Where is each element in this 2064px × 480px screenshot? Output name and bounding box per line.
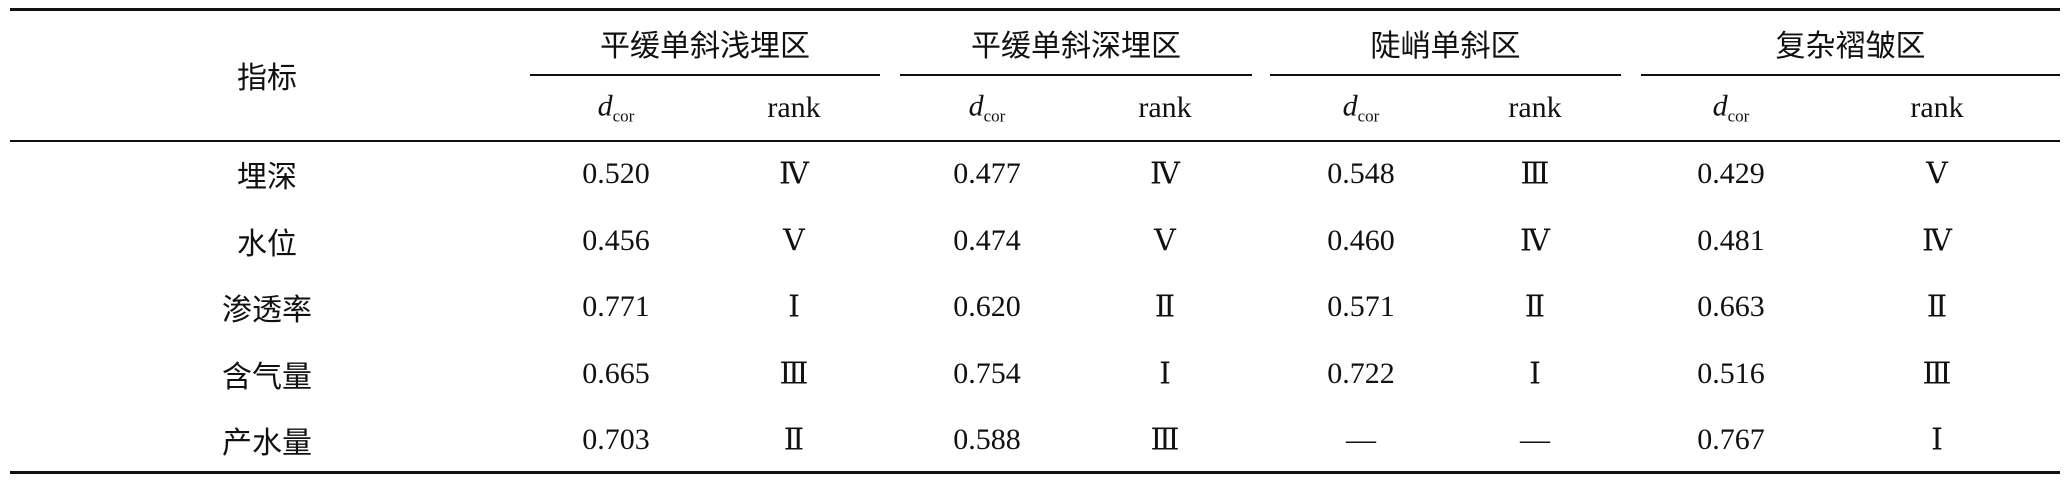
cell: Ⅰ — [788, 290, 800, 324]
symbol: d — [597, 89, 613, 123]
cell: 0.663 — [1697, 290, 1765, 323]
column-header: dcor — [1713, 90, 1750, 127]
column-header: dcor — [969, 90, 1006, 127]
cell: 0.771 — [582, 290, 650, 323]
cell: Ⅳ — [1150, 157, 1180, 191]
cell: Ⅲ — [1520, 157, 1550, 191]
cell: Ⅰ — [1159, 357, 1171, 391]
subscript: cor — [983, 106, 1006, 126]
row-label: 渗透率 — [222, 294, 312, 327]
row-label: 产水量 — [222, 427, 312, 460]
cell: Ⅰ — [1529, 357, 1541, 391]
cell: Ⅱ — [1926, 290, 1948, 324]
rule — [10, 471, 2060, 474]
cell: — — [1520, 423, 1550, 456]
cell: 0.474 — [953, 224, 1021, 257]
cell: 0.481 — [1697, 224, 1765, 257]
rule — [530, 74, 880, 76]
symbol: d — [1342, 89, 1358, 123]
cell: 0.588 — [953, 423, 1021, 456]
cell: Ⅰ — [1931, 423, 1943, 457]
subscript: cor — [1357, 106, 1380, 126]
cell: Ⅱ — [1154, 290, 1176, 324]
cell: Ⅲ — [1922, 357, 1952, 391]
column-header: dcor — [598, 90, 635, 127]
cell: Ⅳ — [1520, 224, 1550, 258]
column-header: rank — [1508, 91, 1562, 124]
cell: 0.754 — [953, 357, 1021, 390]
rule — [1641, 74, 2060, 76]
group-header: 平缓单斜深埋区 — [971, 30, 1181, 63]
cell: Ⅳ — [779, 157, 809, 191]
rule — [1270, 74, 1621, 76]
group-header: 复杂褶皱区 — [1775, 30, 1926, 63]
subscript: cor — [1727, 106, 1750, 126]
cell: 0.571 — [1327, 290, 1395, 323]
row-label: 含气量 — [222, 361, 312, 394]
rule — [10, 8, 2060, 11]
cell: Ⅴ — [1926, 157, 1948, 191]
cell: Ⅴ — [1154, 224, 1176, 258]
column-header: dcor — [1343, 90, 1380, 127]
cell: Ⅲ — [1150, 423, 1180, 457]
rule — [10, 140, 2060, 142]
header-label: 指标 — [237, 62, 297, 95]
row-label: 水位 — [237, 228, 297, 261]
cell: Ⅱ — [1524, 290, 1546, 324]
cell: 0.429 — [1697, 157, 1765, 190]
cell: 0.665 — [582, 357, 650, 390]
cell: 0.548 — [1327, 157, 1395, 190]
column-header: rank — [1138, 91, 1192, 124]
cell: — — [1346, 423, 1376, 456]
row-label: 埋深 — [237, 161, 297, 194]
symbol: d — [968, 89, 984, 123]
group-header: 平缓单斜浅埋区 — [600, 30, 810, 63]
group-header: 陡峭单斜区 — [1370, 30, 1521, 63]
cell: Ⅲ — [779, 357, 809, 391]
cell: 0.520 — [582, 157, 650, 190]
column-header: rank — [767, 91, 821, 124]
rule — [900, 74, 1252, 76]
cell: 0.722 — [1327, 357, 1395, 390]
subscript: cor — [612, 106, 635, 126]
cell: 0.456 — [582, 224, 650, 257]
cell: 0.620 — [953, 290, 1021, 323]
cell: Ⅳ — [1922, 224, 1952, 258]
cell: 0.767 — [1697, 423, 1765, 456]
cell: 0.516 — [1697, 357, 1765, 390]
symbol: d — [1712, 89, 1728, 123]
column-header: rank — [1910, 91, 1964, 124]
cell: Ⅱ — [783, 423, 805, 457]
cell: 0.460 — [1327, 224, 1395, 257]
cell: 0.477 — [953, 157, 1021, 190]
cell: 0.703 — [582, 423, 650, 456]
cell: Ⅴ — [783, 224, 805, 258]
